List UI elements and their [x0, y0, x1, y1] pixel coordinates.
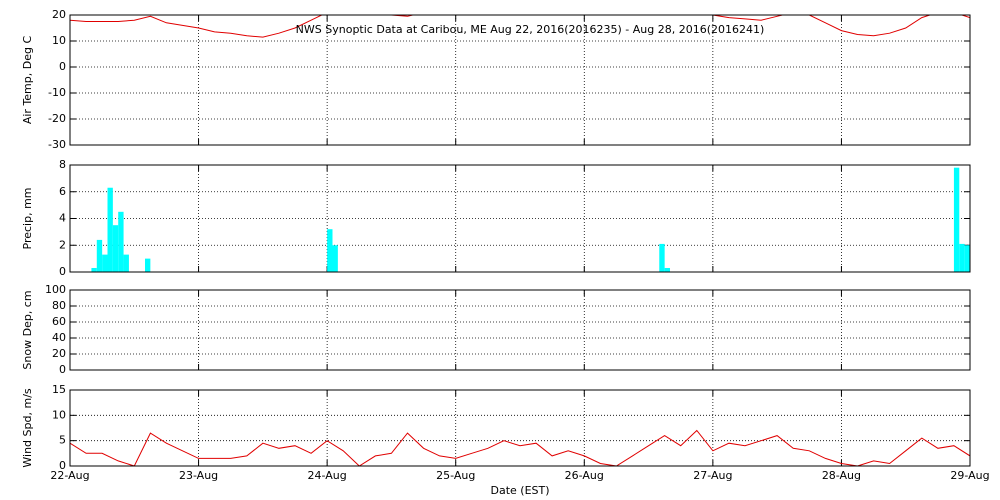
bar [91, 267, 97, 272]
y-tick-label: 0 [59, 363, 66, 376]
data-line [70, 15, 970, 38]
y-tick-label: -10 [48, 86, 66, 99]
bar [107, 187, 113, 272]
frame [69, 14, 971, 146]
y-tick-label: 0 [59, 459, 66, 472]
x-tick-label: 28-Aug [822, 469, 861, 482]
bar [96, 239, 103, 272]
plot-area [70, 15, 970, 38]
bar [145, 258, 151, 272]
y-tick-label: 40 [52, 331, 66, 344]
y-axis-label: Precip, mm [21, 188, 34, 250]
x-tick-label: 29-Aug [950, 469, 989, 482]
bar [664, 267, 670, 272]
plot-area [70, 429, 970, 466]
bar [964, 245, 970, 272]
y-tick-label: 0 [59, 265, 66, 278]
y-tick-label: 4 [59, 212, 66, 225]
y-tick-label: 8 [59, 158, 66, 171]
bar [659, 243, 665, 272]
y-tick-label: 10 [52, 408, 66, 421]
y-tick-label: -30 [48, 138, 66, 151]
y-tick-label: 100 [45, 283, 66, 296]
bar [118, 211, 124, 272]
x-tick-label: 27-Aug [693, 469, 732, 482]
chart-title: NWS Synoptic Data at Caribou, ME Aug 22,… [296, 23, 765, 36]
y-axis-label: Wind Spd, m/s [21, 388, 34, 468]
y-tick-label: 0 [59, 60, 66, 73]
bar [327, 229, 333, 272]
bar [112, 225, 119, 272]
y-tick-label: 60 [52, 315, 66, 328]
x-tick-label: 25-Aug [436, 469, 475, 482]
bar [332, 245, 338, 272]
bar [102, 254, 108, 272]
y-axis-label: Snow Dep, cm [21, 290, 34, 369]
y-axis-label: Air Temp, Deg C [21, 36, 34, 125]
y-tick-label: 2 [59, 238, 66, 251]
y-tick-label: 20 [52, 347, 66, 360]
x-tick-label: 23-Aug [179, 469, 218, 482]
y-tick-label: 6 [59, 185, 66, 198]
y-tick-label: 10 [52, 34, 66, 47]
x-tick-label: 26-Aug [565, 469, 604, 482]
frame [69, 289, 971, 371]
frame [69, 389, 971, 467]
bar [123, 254, 129, 272]
x-axis-label: Date (EST) [490, 484, 549, 497]
plot-area [91, 167, 970, 272]
frame [69, 164, 971, 273]
y-tick-label: 20 [52, 8, 66, 21]
x-tick-label: 22-Aug [50, 469, 89, 482]
x-tick-label: 24-Aug [308, 469, 347, 482]
y-tick-label: 15 [52, 383, 66, 396]
bar [953, 167, 960, 272]
data-line [70, 429, 970, 466]
y-tick-label: -20 [48, 112, 66, 125]
y-tick-label: 80 [52, 299, 66, 312]
y-tick-label: 5 [59, 434, 66, 447]
bar [959, 243, 965, 272]
